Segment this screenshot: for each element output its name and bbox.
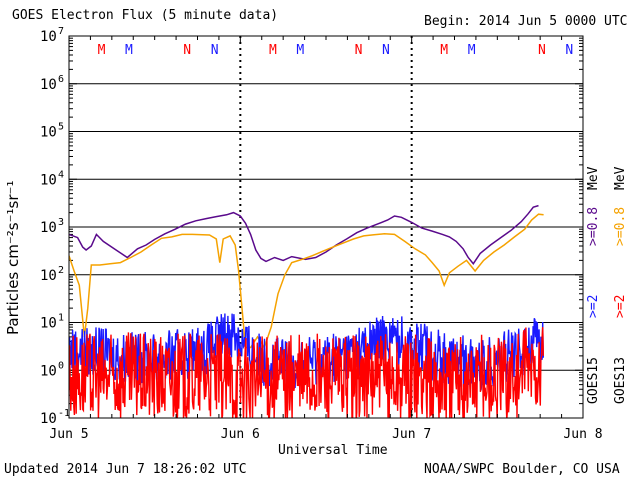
y-axis-label: Particles cm⁻²s⁻¹sr⁻¹ bbox=[4, 180, 22, 335]
y-tick-power-1e7: 7 bbox=[58, 26, 64, 37]
updated-time: Updated 2014 Jun 7 18:26:02 UTC bbox=[4, 462, 247, 477]
y-tick-label-1e-1: 10 bbox=[40, 411, 57, 427]
goes13-label: GOES13 bbox=[613, 357, 628, 404]
marker-n-11: N bbox=[565, 43, 573, 58]
y-tick-label-1e7: 10 bbox=[40, 29, 57, 45]
marker-n-6: N bbox=[355, 43, 363, 58]
chart-title: GOES Electron Flux (5 minute data) bbox=[12, 8, 279, 23]
goes13-ge08-label: >=0.8 bbox=[613, 206, 628, 246]
y-tick-power-1e1: 1 bbox=[58, 313, 64, 324]
x-tick-label: Jun 8 bbox=[563, 427, 602, 442]
y-tick-power-1e-1: -1 bbox=[58, 408, 70, 419]
mev-label-goes13: MeV bbox=[613, 166, 628, 190]
marker-m-4: M bbox=[269, 43, 277, 58]
marker-n-3: N bbox=[211, 43, 219, 58]
y-tick-power-1e3: 3 bbox=[58, 217, 64, 228]
series-goes15-0-8-mev bbox=[69, 204, 539, 265]
marker-m-1: M bbox=[125, 43, 133, 58]
y-tick-label-1e2: 10 bbox=[40, 268, 57, 284]
goes15-ge08-label: >=0.8 bbox=[586, 206, 601, 246]
series-layer bbox=[69, 204, 544, 418]
y-tick-power-1e2: 2 bbox=[58, 265, 64, 276]
y-tick-label-1e3: 10 bbox=[40, 220, 57, 236]
y-tick-label-1e0: 10 bbox=[40, 363, 57, 379]
y-tick-label-1e1: 10 bbox=[40, 316, 57, 332]
frame-layer bbox=[68, 35, 584, 419]
begin-time: Begin: 2014 Jun 5 0000 UTC bbox=[424, 14, 628, 29]
y-tick-power-1e4: 4 bbox=[58, 169, 64, 180]
y-tick-power-1e6: 6 bbox=[58, 74, 64, 85]
y-tick-label-1e6: 10 bbox=[40, 77, 57, 93]
marker-m-5: M bbox=[296, 43, 304, 58]
mev-label-goes15: MeV bbox=[586, 166, 601, 190]
y-tick-label-1e5: 10 bbox=[40, 125, 57, 141]
marker-n-2: N bbox=[183, 43, 191, 58]
y-tick-label-1e4: 10 bbox=[40, 172, 57, 188]
plot-frame bbox=[68, 35, 584, 419]
goes15-ge2-label: >=2 bbox=[586, 294, 601, 318]
x-tick-label: Jun 6 bbox=[221, 427, 260, 442]
x-axis-label: Universal Time bbox=[278, 443, 388, 458]
marker-m-9: M bbox=[468, 43, 476, 58]
credit: NOAA/SWPC Boulder, CO USA bbox=[424, 462, 620, 477]
marker-n-7: N bbox=[382, 43, 390, 58]
goes13-ge2-label: >=2 bbox=[613, 294, 628, 318]
y-tick-power-1e0: 0 bbox=[58, 360, 64, 371]
x-tick-label: Jun 7 bbox=[392, 427, 431, 442]
x-tick-label: Jun 5 bbox=[49, 427, 88, 442]
marker-m-0: M bbox=[98, 43, 106, 58]
goes15-label: GOES15 bbox=[586, 357, 601, 404]
series-goes13-0-8-mev bbox=[69, 213, 544, 350]
marker-m-8: M bbox=[440, 43, 448, 58]
y-tick-power-1e5: 5 bbox=[58, 122, 64, 133]
marker-n-10: N bbox=[538, 43, 546, 58]
series-goes13-2-mev bbox=[69, 327, 544, 418]
